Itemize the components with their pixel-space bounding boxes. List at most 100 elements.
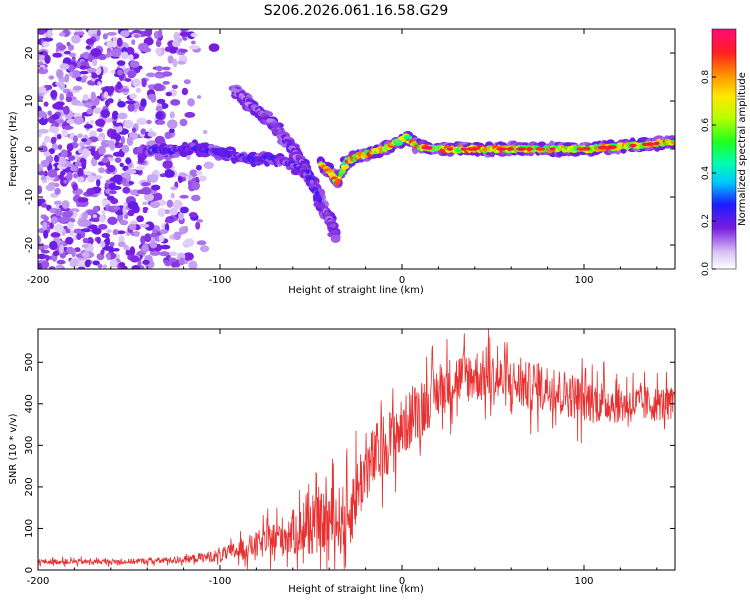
noise-cell bbox=[116, 230, 126, 235]
noise-cell bbox=[143, 193, 155, 202]
noise-cell bbox=[38, 145, 48, 152]
noise-cell bbox=[160, 244, 171, 250]
noise-cell bbox=[158, 29, 163, 39]
noise-cell bbox=[106, 32, 117, 36]
noise-cell bbox=[59, 93, 65, 101]
x-tick-label: -200 bbox=[27, 275, 50, 286]
noise-cell bbox=[112, 110, 119, 120]
snr-x-axis: -200 -100 0 100 bbox=[27, 329, 658, 587]
main-line-peak bbox=[535, 147, 546, 151]
noise-cell bbox=[127, 201, 139, 210]
noise-cell bbox=[51, 136, 57, 143]
noise-cell bbox=[106, 229, 112, 234]
noise-cell bbox=[45, 254, 50, 261]
noise-cell bbox=[108, 183, 117, 190]
noise-cell bbox=[82, 94, 89, 101]
noise-cell bbox=[43, 216, 49, 221]
noise-cell bbox=[90, 48, 102, 57]
noise-cell bbox=[106, 47, 112, 54]
noise-cell bbox=[120, 30, 130, 38]
noise-cell bbox=[164, 218, 173, 224]
main-line-peak bbox=[629, 143, 637, 148]
noise-cell bbox=[132, 127, 136, 133]
noise-cell bbox=[149, 241, 158, 249]
noise-cell bbox=[92, 214, 98, 219]
noise-cell bbox=[124, 78, 132, 82]
x-tick-label: -100 bbox=[209, 275, 232, 286]
noise-cell bbox=[72, 85, 83, 91]
noise-cell bbox=[148, 173, 159, 183]
noise-cell bbox=[109, 241, 115, 247]
noise-cell bbox=[135, 87, 142, 93]
noise-cell bbox=[77, 133, 83, 138]
noise-cell bbox=[137, 65, 143, 70]
noise-cell bbox=[144, 221, 155, 231]
noise-cell bbox=[126, 136, 134, 146]
y-tick-label: -20 bbox=[24, 237, 35, 253]
noise-cell bbox=[162, 160, 173, 169]
noise-cell bbox=[102, 66, 109, 74]
noise-cell bbox=[152, 228, 158, 234]
main-line-peak bbox=[506, 147, 514, 151]
noise-cell bbox=[112, 206, 121, 211]
noise-cell bbox=[107, 216, 118, 225]
noise-cell bbox=[109, 190, 117, 195]
noise-cell bbox=[55, 264, 64, 269]
noise-cell bbox=[173, 231, 182, 241]
noise-cell bbox=[172, 58, 178, 68]
noise-cell bbox=[98, 223, 108, 230]
noise-cell bbox=[95, 118, 106, 127]
noise-cell bbox=[183, 225, 189, 233]
noise-cell bbox=[191, 194, 201, 202]
noise-cell bbox=[43, 37, 54, 42]
noise-cell bbox=[96, 66, 102, 75]
noise-cell bbox=[48, 266, 56, 269]
noise-cell bbox=[155, 65, 163, 72]
noise-cell bbox=[107, 195, 115, 201]
noise-cell bbox=[40, 159, 50, 168]
x-tick-label: -100 bbox=[209, 576, 232, 587]
noise-cell bbox=[44, 54, 51, 64]
noise-cell bbox=[146, 119, 152, 125]
noise-cell bbox=[72, 183, 78, 191]
upper-branch-cell bbox=[332, 230, 340, 236]
noise-cell bbox=[117, 101, 126, 108]
noise-cell bbox=[49, 240, 58, 251]
noise-cell bbox=[101, 157, 109, 163]
noise-cell bbox=[163, 259, 169, 264]
noise-cell bbox=[128, 223, 137, 231]
noise-cell bbox=[86, 188, 96, 196]
noise-cell bbox=[68, 155, 76, 161]
noise-cell bbox=[131, 265, 141, 269]
noise-cell bbox=[138, 105, 145, 112]
noise-cell bbox=[111, 40, 117, 48]
x-tick-label: 0 bbox=[399, 576, 405, 587]
noise-cell bbox=[127, 70, 137, 78]
noise-cell bbox=[118, 235, 125, 244]
noise-cell bbox=[56, 119, 64, 124]
noise-cell bbox=[190, 32, 198, 38]
noise-cell bbox=[71, 165, 77, 171]
noise-cell bbox=[179, 257, 185, 266]
noise-cell bbox=[77, 266, 86, 269]
noise-cell bbox=[56, 259, 66, 265]
noise-cell bbox=[38, 235, 42, 245]
noise-cell bbox=[57, 69, 64, 79]
y-tick-label: 20 bbox=[24, 47, 35, 60]
noise-cell bbox=[191, 40, 196, 45]
upper-branch-cell bbox=[271, 124, 281, 129]
noise-cell bbox=[150, 201, 160, 209]
upper-branch-cell bbox=[332, 234, 341, 239]
lower-branch-cell bbox=[309, 179, 314, 184]
noise-cell bbox=[78, 141, 85, 147]
noise-cell bbox=[155, 111, 164, 120]
noise-cell bbox=[208, 43, 220, 52]
noise-cell bbox=[80, 219, 92, 227]
spectrogram-x-axis: -200 -100 0 100 bbox=[27, 29, 658, 286]
snr-x-label: Height of straight line (km) bbox=[288, 584, 424, 595]
noise-cell bbox=[141, 181, 150, 187]
noise-cell bbox=[86, 67, 97, 73]
lower-branch-cell bbox=[185, 147, 192, 152]
noise-cell bbox=[140, 128, 147, 135]
